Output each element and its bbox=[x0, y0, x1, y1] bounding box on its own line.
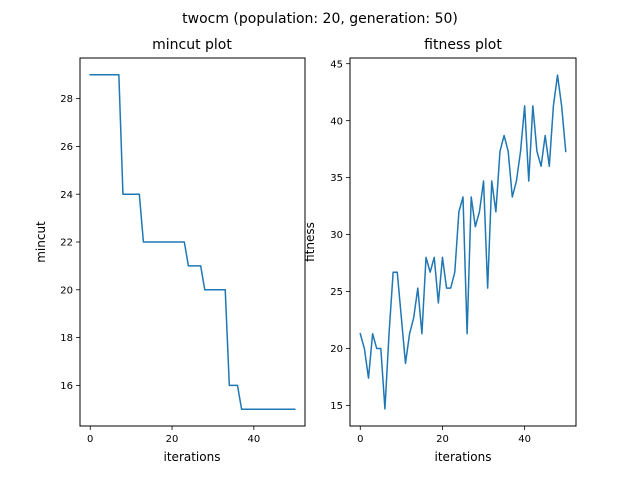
mincut-plot-title: mincut plot bbox=[152, 37, 232, 53]
mincut-x-axis-label: iterations bbox=[164, 450, 221, 464]
mincut-y-tick-label: 22 bbox=[60, 238, 73, 249]
fitness-plot-frame bbox=[349, 57, 577, 427]
fitness-y-tick-label: 15 bbox=[330, 401, 343, 412]
mincut-y-axis-label: mincut bbox=[34, 221, 48, 263]
mincut-y-tick-label: 26 bbox=[60, 142, 73, 153]
fitness-x-tick-label: 20 bbox=[436, 434, 449, 445]
mincut-y-tick-label: 28 bbox=[60, 94, 73, 105]
fitness-y-tick-label: 35 bbox=[330, 173, 343, 184]
mincut-series-line-0 bbox=[89, 73, 296, 411]
fitness-y-tick-label: 20 bbox=[330, 344, 343, 355]
mincut-x-tick-label: 20 bbox=[166, 434, 179, 445]
fitness-plot-marks bbox=[359, 74, 567, 410]
mincut-subplot: mincut plot 0 20 40 16 18 20 22 24 26 28 iteratio… bbox=[34, 37, 306, 464]
fitness-plot-ticks: 0 20 40 15 20 25 30 35 40 45 bbox=[330, 59, 531, 445]
fitness-subplot: fitness plot 0 20 40 15 20 25 30 35 40 45 iterati… bbox=[303, 37, 577, 464]
mincut-y-tick-label: 20 bbox=[60, 285, 73, 296]
mincut-y-tick-label: 24 bbox=[60, 190, 73, 201]
fitness-series-line-0 bbox=[359, 74, 567, 410]
mincut-plot-ticks: 0 20 40 16 18 20 22 24 26 28 bbox=[60, 94, 260, 445]
fitness-x-axis-label: iterations bbox=[435, 450, 492, 464]
mincut-x-tick-label: 40 bbox=[247, 434, 260, 445]
fitness-y-axis-label: fitness bbox=[303, 222, 317, 262]
mincut-y-tick-label: 18 bbox=[60, 333, 73, 344]
fitness-y-tick-label: 30 bbox=[330, 230, 343, 241]
fitness-y-tick-label: 40 bbox=[330, 116, 343, 127]
mincut-y-tick-label: 16 bbox=[60, 381, 73, 392]
fitness-x-tick-label: 0 bbox=[357, 434, 363, 445]
fitness-x-tick-label: 40 bbox=[518, 434, 531, 445]
fitness-plot-title: fitness plot bbox=[424, 37, 502, 53]
figure-suptitle: twocm (population: 20, generation: 50) bbox=[182, 11, 458, 27]
mincut-plot-marks bbox=[89, 73, 296, 411]
fitness-y-tick-label: 45 bbox=[330, 59, 343, 70]
fitness-y-tick-label: 25 bbox=[330, 287, 343, 298]
mincut-x-tick-label: 0 bbox=[87, 434, 93, 445]
